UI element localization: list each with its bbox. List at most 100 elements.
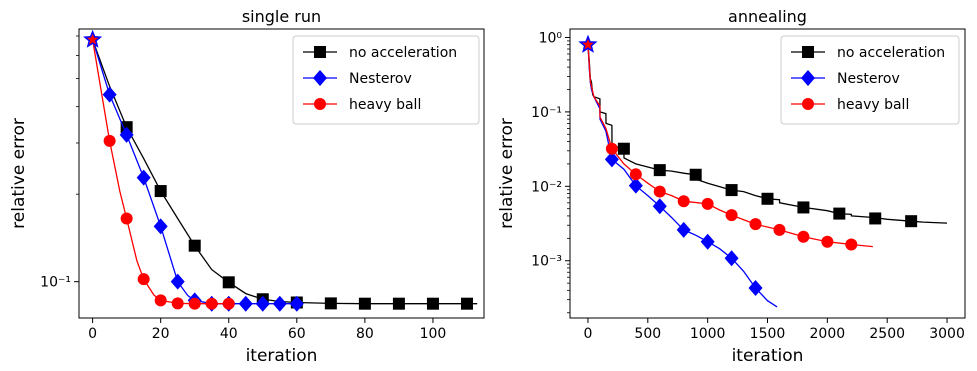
data-point — [821, 235, 834, 248]
data-point — [749, 218, 762, 231]
data-point — [653, 164, 666, 177]
x-tick-label: 100 — [420, 326, 447, 342]
data-point — [724, 250, 739, 267]
y-tick-label: 10⁻³ — [531, 254, 562, 270]
x-tick-label: 2500 — [869, 326, 905, 342]
data-point — [102, 86, 117, 103]
data-point — [171, 297, 184, 310]
legend-label: heavy ball — [837, 97, 909, 113]
data-point — [773, 223, 786, 236]
y-axis-label: relative error — [9, 118, 29, 229]
data-point — [205, 297, 218, 310]
legend-box — [292, 35, 480, 125]
x-tick-label: 20 — [152, 326, 170, 342]
single-run-panel: single run iteration relative error 0 20 4… — [9, 7, 485, 366]
legend-marker — [314, 46, 326, 58]
data-point — [153, 218, 168, 235]
data-point — [628, 177, 643, 194]
data-point — [748, 280, 763, 297]
data-point — [358, 297, 371, 310]
data-point — [797, 201, 810, 214]
data-point — [119, 126, 134, 143]
chart-title: annealing — [728, 7, 807, 26]
legend-label: heavy ball — [349, 97, 421, 113]
data-point — [222, 297, 235, 310]
series-line — [587, 44, 778, 308]
data-point — [324, 297, 337, 310]
data-point — [604, 151, 619, 168]
data-point — [905, 215, 918, 228]
data-point — [120, 212, 133, 225]
data-point — [103, 134, 116, 147]
data-point — [154, 294, 167, 307]
y-tick-label: 10⁻² — [531, 179, 562, 195]
start-point-marker — [83, 29, 103, 48]
data-point — [653, 185, 666, 198]
y-tick-label: 10⁻¹ — [40, 275, 71, 291]
series-line — [91, 39, 297, 305]
legend-label: Nesterov — [837, 71, 900, 87]
y-tick-label: 10⁰ — [539, 30, 563, 46]
x-tick-label: 1000 — [690, 326, 726, 342]
data-point — [136, 169, 151, 186]
series-layer — [83, 29, 478, 312]
axis-ticks: 0 20 40 60 80 100 10⁻¹ — [40, 35, 447, 342]
data-point — [869, 212, 882, 225]
data-point — [689, 168, 702, 181]
data-point — [188, 239, 201, 252]
data-point — [629, 168, 642, 181]
x-tick-label: 60 — [288, 326, 306, 342]
y-axis-label: relative error — [497, 118, 517, 229]
data-point — [154, 185, 167, 198]
data-point — [676, 221, 691, 238]
axis-ticks: 0 500 1000 1500 2000 2500 3000 10⁻³ 10⁻² 10⁻¹ 10⁰ — [531, 30, 965, 342]
x-tick-label: 80 — [356, 326, 374, 342]
x-tick-label: 500 — [634, 326, 661, 342]
data-point — [255, 295, 270, 312]
legend-label: Nesterov — [349, 71, 412, 87]
legend-marker — [802, 46, 814, 58]
data-point — [426, 297, 439, 310]
legend-label: no acceleration — [349, 45, 457, 61]
y-tick-label: 10⁻¹ — [531, 105, 562, 121]
data-point — [652, 198, 667, 215]
annealing-panel: annealing iteration relative error 0 500 1… — [497, 7, 966, 366]
x-tick-label: 3000 — [929, 326, 965, 342]
data-point — [238, 295, 253, 312]
x-tick-label: 1500 — [750, 326, 786, 342]
chart-title: single run — [242, 7, 321, 26]
x-tick-label: 2000 — [810, 326, 846, 342]
data-point — [289, 295, 304, 312]
data-point — [617, 142, 630, 155]
data-point — [797, 230, 810, 243]
x-tick-label: 0 — [88, 326, 97, 342]
x-tick-label: 40 — [220, 326, 238, 342]
data-point — [170, 273, 185, 290]
data-point — [392, 297, 405, 310]
legend-marker — [314, 98, 326, 110]
legend-marker — [802, 98, 814, 110]
x-axis-label: iteration — [246, 346, 318, 366]
data-point — [725, 209, 738, 222]
legend-label: no acceleration — [837, 45, 945, 61]
data-point — [700, 233, 715, 250]
legend: no acceleration Nesterov heavy ball — [292, 35, 480, 125]
series-layer — [578, 34, 948, 308]
legend-marker — [801, 70, 815, 86]
data-point — [833, 207, 846, 220]
data-point — [272, 295, 287, 312]
data-point — [761, 192, 774, 205]
data-point — [605, 142, 618, 155]
data-point — [725, 184, 738, 197]
x-axis-label: iteration — [732, 346, 804, 366]
data-point — [222, 276, 235, 289]
legend-marker — [313, 70, 327, 86]
plot-frame — [78, 28, 485, 319]
data-point — [701, 197, 714, 210]
start-point-marker — [578, 34, 598, 53]
legend: no acceleration Nesterov heavy ball — [780, 35, 960, 125]
data-point — [188, 297, 201, 310]
data-point — [137, 273, 150, 286]
plot-frame — [569, 28, 966, 319]
